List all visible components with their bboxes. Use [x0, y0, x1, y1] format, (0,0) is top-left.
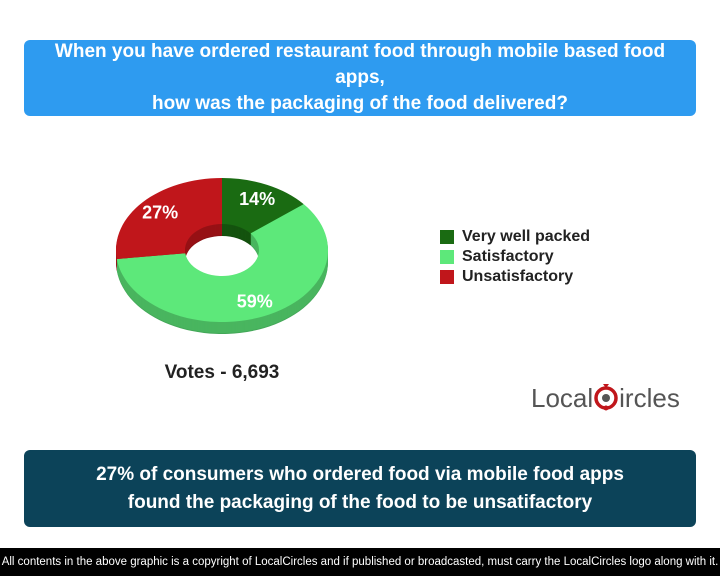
question-banner: When you have ordered restaurant food th…	[24, 40, 696, 116]
logo-text-ircles: ircles	[619, 382, 680, 413]
question-line-2: how was the packaging of the food delive…	[152, 93, 568, 114]
legend-swatch	[440, 270, 454, 284]
question-text: When you have ordered restaurant food th…	[40, 39, 680, 117]
legend-label: Very well packed	[462, 228, 591, 245]
localcircles-logo: Local ircles	[531, 378, 680, 418]
summary-banner: 27% of consumers who ordered food via mo…	[24, 450, 696, 527]
copyright-footer: All contents in the above graphic is a c…	[0, 548, 720, 576]
summary-text: 27% of consumers who ordered food via mo…	[40, 461, 680, 517]
legend-label: Unsatisfactory	[462, 268, 574, 285]
donut-slice-very-well-packed	[222, 178, 304, 234]
logo-circle-mark	[594, 384, 618, 411]
slice-label-very-well-packed: 14%	[239, 189, 275, 209]
summary-line-1: 27% of consumers who ordered food via mo…	[96, 463, 624, 485]
votes-count: Votes - 6,693	[164, 362, 280, 383]
legend-swatch	[440, 250, 454, 264]
chart-legend: Very well packed Satisfactory Unsatisfac…	[440, 227, 590, 287]
legend-item-satisfactory: Satisfactory	[440, 247, 590, 267]
logo-text-local: Local	[531, 382, 594, 413]
legend-item-unsatisfactory: Unsatisfactory	[440, 267, 590, 287]
legend-label: Satisfactory	[462, 248, 554, 265]
slice-label-satisfactory: 59%	[237, 292, 273, 312]
legend-item-very-well-packed: Very well packed	[440, 227, 590, 247]
question-line-1: When you have ordered restaurant food th…	[54, 41, 666, 88]
slice-label-unsatisfactory: 27%	[142, 203, 178, 223]
donut-slice-unsatisfactory	[116, 178, 222, 260]
summary-line-2: found the packaging of the food to be un…	[127, 491, 593, 513]
legend-swatch	[440, 230, 454, 244]
donut-slice-satisfactory	[116, 204, 328, 322]
donut-chart: 14% 59% 27%	[116, 178, 328, 334]
